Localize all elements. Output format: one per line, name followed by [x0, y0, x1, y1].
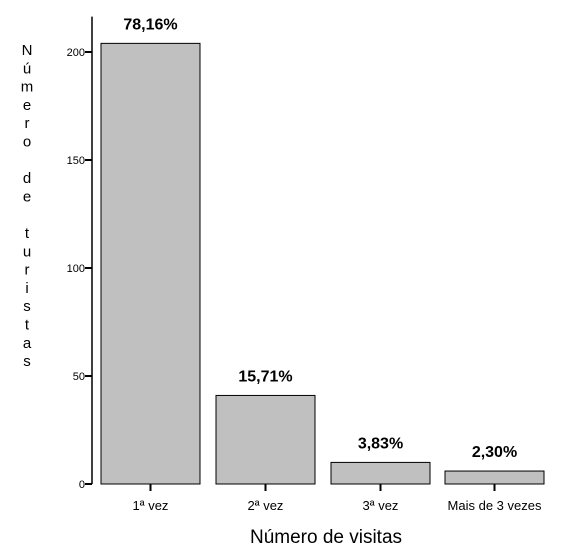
y-tick-label: 100	[67, 263, 85, 275]
y-tick-label: 50	[73, 371, 85, 383]
data-label: 78,16%	[123, 16, 177, 33]
y-axis-title-char: t	[25, 225, 30, 242]
y-tick-label: 0	[79, 479, 85, 491]
y-axis-title-char: r	[25, 262, 30, 279]
y-axis-title-char: d	[23, 170, 31, 187]
y-axis: 0 50 100 150 200	[67, 16, 93, 491]
y-tick-label: 200	[67, 47, 85, 59]
y-axis-title-char: s	[23, 298, 31, 315]
x-tick-label: 3ª vez	[363, 498, 399, 513]
y-axis-title-char: s	[23, 353, 31, 370]
bar	[215, 394, 316, 485]
x-tick-label: 2ª vez	[248, 498, 284, 513]
y-axis-title-char: r	[25, 115, 30, 132]
y-axis-title-char: N	[22, 42, 33, 59]
x-axis-title: Número de visitas	[250, 527, 402, 548]
y-axis-title-char: a	[23, 335, 32, 352]
x-axis: 1ª vez 2ª vez 3ª vez Mais de 3 vezes	[133, 484, 542, 513]
x-tick-label: 1ª vez	[133, 498, 169, 513]
y-axis-title-char: o	[23, 134, 31, 151]
y-axis-title-char: u	[23, 243, 31, 260]
bars: 78,16% 15,71% 3,83% 2,30%	[100, 16, 545, 485]
y-tick-label: 150	[67, 155, 85, 167]
y-axis-title-char: e	[23, 188, 31, 205]
bar	[100, 42, 201, 485]
data-label: 3,83%	[358, 435, 403, 452]
bar	[444, 470, 545, 485]
y-axis-title-char: t	[25, 317, 30, 334]
x-tick-label: Mais de 3 vezes	[448, 498, 542, 513]
data-label: 15,71%	[238, 368, 292, 385]
y-axis-title-char: i	[25, 280, 28, 297]
y-axis-title-char: m	[21, 79, 34, 96]
y-axis-title-char: ú	[23, 60, 31, 77]
y-axis-title-char: e	[23, 97, 31, 114]
bar	[330, 461, 431, 485]
data-label: 2,30%	[472, 444, 517, 461]
